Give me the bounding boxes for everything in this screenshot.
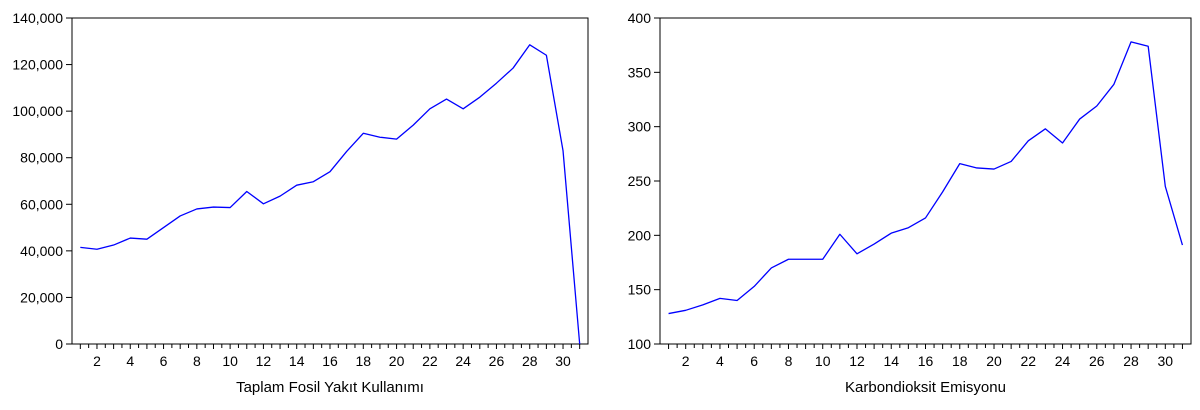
x-tick-label: 2 <box>93 353 101 369</box>
x-tick-label: 14 <box>883 353 899 369</box>
x-tick-label: 24 <box>455 353 471 369</box>
x-tick-label: 6 <box>160 353 168 369</box>
x-tick-label: 18 <box>356 353 372 369</box>
y-tick-label: 250 <box>628 173 652 189</box>
plot-frame <box>659 17 1192 345</box>
x-tick-label: 14 <box>289 353 305 369</box>
y-tick-label: 150 <box>628 282 652 298</box>
x-tick-label: 18 <box>952 353 968 369</box>
chart-1: 0 20,000 40,000 60,000 80,000 100,000 120,000 1… <box>12 10 589 396</box>
y-tick-label: 350 <box>628 64 652 80</box>
y-tick-label: 400 <box>628 10 652 26</box>
x-tick-label: 28 <box>1123 353 1139 369</box>
x-tick-label: 24 <box>1055 353 1071 369</box>
y-tick-label: 60,000 <box>20 196 63 212</box>
x-tick-label: 8 <box>193 353 201 369</box>
x-tick-label: 10 <box>815 353 831 369</box>
x-tick-label: 26 <box>1089 353 1105 369</box>
x-tick-label: 16 <box>918 353 934 369</box>
x-tick-label: 20 <box>986 353 1002 369</box>
x-tick-label: 2 <box>682 353 690 369</box>
x-tick-label: 12 <box>849 353 865 369</box>
series-line-1 <box>80 44 581 345</box>
x-tick-label: 10 <box>222 353 238 369</box>
series-line-1 <box>668 41 1184 315</box>
x-tick-label: 4 <box>126 353 134 369</box>
plot-frame <box>71 17 589 345</box>
x-tick-label: 4 <box>716 353 724 369</box>
y-tick-label: 100 <box>628 336 652 352</box>
y-tick-label: 20,000 <box>20 289 63 305</box>
x-tick-label: 28 <box>522 353 538 369</box>
y-tick-label: 100,000 <box>12 103 63 119</box>
y-tick-label: 80,000 <box>20 150 63 166</box>
x-axis-label: Taplam Fosil Yakıt Kullanımı <box>236 379 424 396</box>
x-tick-label: 30 <box>555 353 571 369</box>
x-tick-label: 22 <box>422 353 438 369</box>
x-tick-label: 20 <box>389 353 405 369</box>
y-tick-label: 40,000 <box>20 243 63 259</box>
y-tick-label: 140,000 <box>12 10 63 26</box>
y-tick-label: 120,000 <box>12 57 63 73</box>
x-tick-label: 26 <box>489 353 505 369</box>
y-tick-label: 200 <box>628 227 652 243</box>
x-tick-label: 8 <box>785 353 793 369</box>
y-tick-label: 300 <box>628 119 652 135</box>
x-tick-label: 30 <box>1158 353 1174 369</box>
x-axis-label: Karbondioksit Emisyonu <box>845 379 1006 396</box>
y-tick-label: 0 <box>55 336 63 352</box>
x-tick-label: 16 <box>322 353 338 369</box>
x-tick-label: 12 <box>256 353 272 369</box>
x-tick-label: 6 <box>750 353 758 369</box>
x-tick-label: 22 <box>1020 353 1036 369</box>
